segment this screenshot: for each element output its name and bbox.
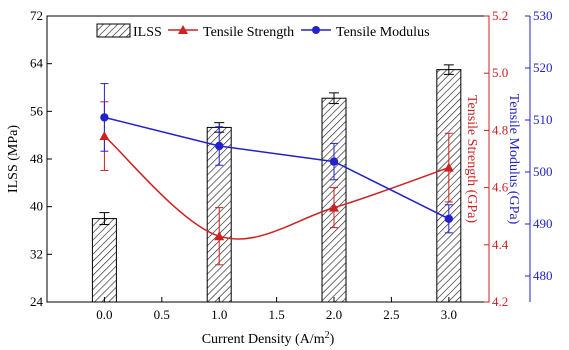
tensile-strength-point [329,202,340,212]
tensile-modulus-point [444,214,454,223]
tensile-modulus-point [100,113,109,122]
x-tick-label: 0.0 [96,307,112,322]
legend: ILSS Tensile Strength Tensile Modulus [96,23,430,40]
y-left-tick-label: 64 [30,56,44,71]
tensile-modulus-line [104,116,450,220]
legend-label-ilss: ILSS [133,25,162,40]
y-right-modulus-tick-label: 520 [533,60,553,75]
legend-label-strength: Tensile Strength [203,25,294,40]
y-right-strength-tick-label: 4.6 [492,180,509,195]
x-tick-label: 1.0 [211,307,227,322]
y-right-modulus-tick-label: 500 [533,164,553,179]
y-axis-left: 24 32 40 48 56 64 72 [30,8,52,309]
y-left-tick-label: 56 [30,103,44,118]
y-right-strength-tick-label: 5.0 [492,65,508,80]
legend-marker-circle [312,26,320,34]
tensile-strength-point [99,131,110,141]
x-axis: 0.0 0.5 1.0 1.5 2.0 2.5 3.0 [96,297,457,322]
x-tick-label: 2.0 [326,307,342,322]
tensile-strength-point [214,231,225,241]
y-right-modulus-tick-label: 530 [533,8,553,23]
y-right-modulus-tick-label: 480 [533,268,553,283]
lines-layer [99,83,454,266]
tensile-strength-point [443,162,454,172]
y-right-strength-tick-label: 4.4 [492,237,509,252]
legend-swatch-ilss [96,23,131,38]
x-axis-title: Current Density (A/m2) [202,330,335,347]
ilss-bar [91,218,117,303]
y-axis-right-strength-title: Tensile Strength (GPa) [464,95,479,223]
y-right-strength-tick-label: 5.2 [492,8,508,23]
tensile-modulus-point [329,157,339,166]
y-axis-right-modulus: 480 490 500 510 520 530 [525,8,553,302]
tensile-strength-line [103,135,450,240]
y-left-tick-label: 32 [30,246,43,261]
y-axis-right-strength: 4.2 4.4 4.6 4.8 5.0 5.2 [484,8,509,309]
y-left-tick-label: 40 [30,199,43,214]
legend-marker-triangle [178,25,188,34]
y-axis-left-title: ILSS (MPa) [6,125,21,193]
y-right-modulus-tick-label: 510 [533,112,553,127]
y-left-tick-label: 48 [30,151,43,166]
y-left-tick-label: 72 [30,8,43,23]
x-tick-label: 2.5 [383,307,399,322]
y-axis-right-modulus-title: Tensile Modulus (GPa) [506,94,521,225]
x-tick-label: 1.5 [268,307,284,322]
x-tick-label: 3.0 [441,307,457,322]
legend-label-modulus: Tensile Modulus [336,25,430,40]
y-right-modulus-tick-label: 490 [533,216,553,231]
x-tick-label: 0.5 [154,307,170,322]
y-right-strength-tick-label: 4.8 [492,122,508,137]
y-right-strength-tick-label: 4.2 [492,294,508,309]
y-left-tick-label: 24 [30,294,44,309]
tensile-modulus-point [215,141,224,151]
